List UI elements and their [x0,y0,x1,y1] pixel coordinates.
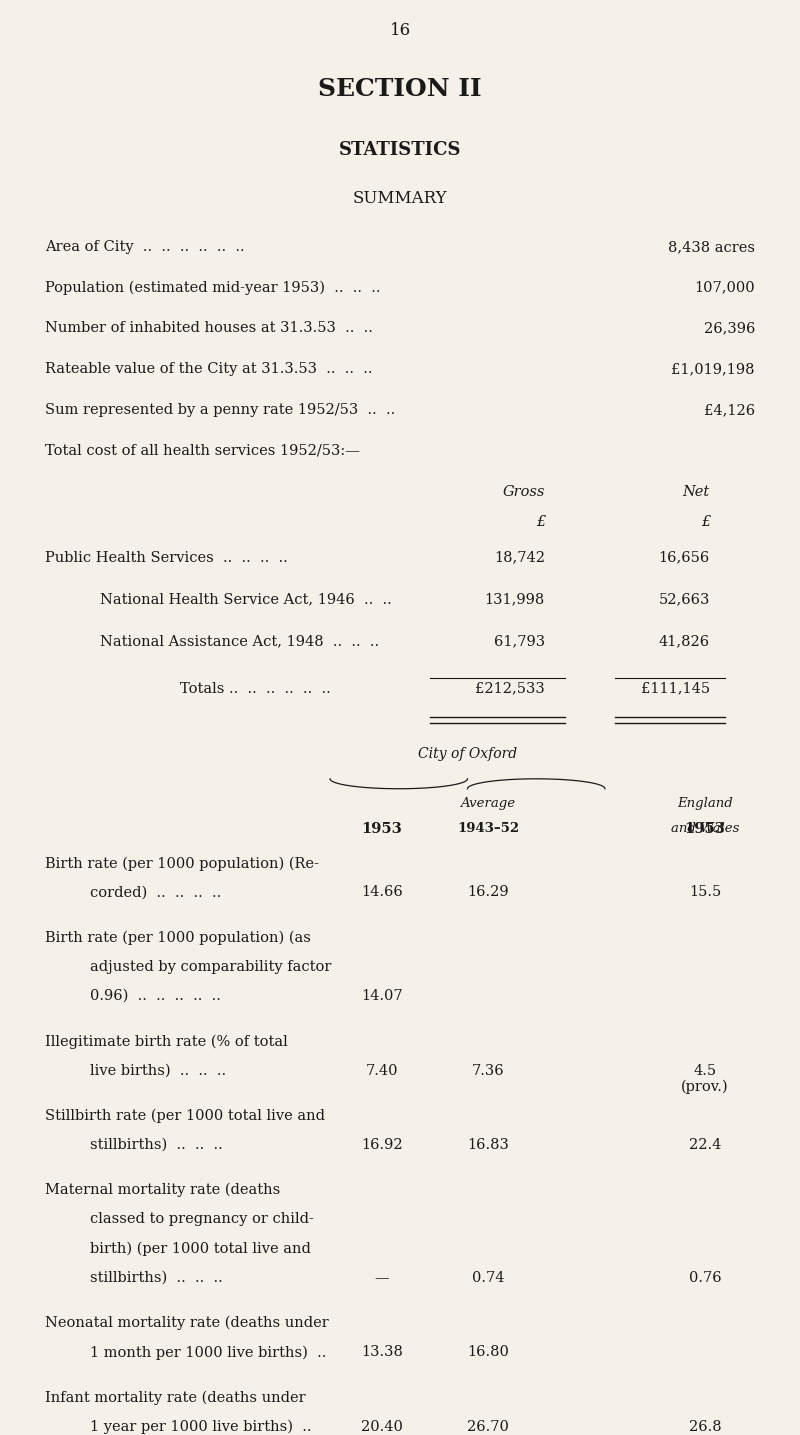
Text: corded)  ..  ..  ..  ..: corded) .. .. .. .. [90,885,222,900]
Text: SECTION II: SECTION II [318,77,482,102]
Text: 13.38: 13.38 [361,1345,403,1359]
Text: 18,742: 18,742 [494,551,545,564]
Text: 16.80: 16.80 [467,1345,509,1359]
Text: National Health Service Act, 1946  ..  ..: National Health Service Act, 1946 .. .. [100,593,392,607]
Text: Neonatal mortality rate (deaths under: Neonatal mortality rate (deaths under [45,1316,329,1330]
Text: England: England [677,796,733,809]
Text: Maternal mortality rate (deaths: Maternal mortality rate (deaths [45,1182,280,1197]
Text: 52,663: 52,663 [658,593,710,607]
Text: National Assistance Act, 1948  ..  ..  ..: National Assistance Act, 1948 .. .. .. [100,634,379,649]
Text: £1,019,198: £1,019,198 [671,362,755,376]
Text: Birth rate (per 1000 population) (Re-: Birth rate (per 1000 population) (Re- [45,857,319,871]
Text: classed to pregnancy or child-: classed to pregnancy or child- [90,1213,314,1227]
Text: £111,145: £111,145 [641,682,710,696]
Text: 16,656: 16,656 [658,551,710,564]
Text: 22.4: 22.4 [689,1138,721,1152]
Text: 16.92: 16.92 [361,1138,403,1152]
Text: 8,438 acres: 8,438 acres [668,240,755,254]
Text: Sum represented by a penny rate 1952/53  ..  ..: Sum represented by a penny rate 1952/53 … [45,403,395,416]
Text: 1943–52: 1943–52 [457,822,519,835]
Text: Public Health Services  ..  ..  ..  ..: Public Health Services .. .. .. .. [45,551,288,564]
Text: 26.70: 26.70 [467,1419,509,1434]
Text: —: — [374,1271,390,1284]
Text: Rateable value of the City at 31.3.53  ..  ..  ..: Rateable value of the City at 31.3.53 ..… [45,362,373,376]
Text: Area of City  ..  ..  ..  ..  ..  ..: Area of City .. .. .. .. .. .. [45,240,245,254]
Text: £4,126: £4,126 [704,403,755,416]
Text: stillbirths)  ..  ..  ..: stillbirths) .. .. .. [90,1138,222,1152]
Text: City of Oxford: City of Oxford [418,748,518,761]
Text: Number of inhabited houses at 31.3.53  ..  ..: Number of inhabited houses at 31.3.53 ..… [45,321,373,336]
Text: adjusted by comparability factor: adjusted by comparability factor [90,960,331,974]
Text: birth) (per 1000 total live and: birth) (per 1000 total live and [90,1241,311,1256]
Text: 1 year per 1000 live births)  ..: 1 year per 1000 live births) .. [90,1419,311,1434]
Text: 1953: 1953 [685,822,726,837]
Text: 14.07: 14.07 [361,989,403,1003]
Text: 41,826: 41,826 [659,634,710,649]
Text: 26,396: 26,396 [704,321,755,336]
Text: and Wales: and Wales [671,822,739,835]
Text: 0.74: 0.74 [472,1271,504,1284]
Text: 1 month per 1000 live births)  ..: 1 month per 1000 live births) .. [90,1345,326,1360]
Text: Totals ..  ..  ..  ..  ..  ..: Totals .. .. .. .. .. .. [180,682,330,696]
Text: Illegitimate birth rate (% of total: Illegitimate birth rate (% of total [45,1035,288,1049]
Text: Total cost of all health services 1952/53:—: Total cost of all health services 1952/5… [45,443,360,458]
Text: stillbirths)  ..  ..  ..: stillbirths) .. .. .. [90,1271,222,1284]
Text: Average: Average [461,796,515,809]
Text: 107,000: 107,000 [694,281,755,294]
Text: 1953: 1953 [362,822,402,837]
Text: 16.83: 16.83 [467,1138,509,1152]
Text: Infant mortality rate (deaths under: Infant mortality rate (deaths under [45,1391,306,1405]
Text: 0.76: 0.76 [689,1271,722,1284]
Text: 61,793: 61,793 [494,634,545,649]
Text: Stillbirth rate (per 1000 total live and: Stillbirth rate (per 1000 total live and [45,1109,325,1124]
Text: 15.5: 15.5 [689,885,721,900]
Text: Gross: Gross [502,485,545,499]
Text: £212,533: £212,533 [475,682,545,696]
Text: 7.36: 7.36 [472,1063,504,1078]
Text: 14.66: 14.66 [361,885,403,900]
Text: SUMMARY: SUMMARY [353,191,447,208]
Text: Birth rate (per 1000 population) (as: Birth rate (per 1000 population) (as [45,931,311,946]
Text: Net: Net [682,485,710,499]
Text: 4.5
(prov.): 4.5 (prov.) [681,1063,729,1095]
Text: live births)  ..  ..  ..: live births) .. .. .. [90,1063,226,1078]
Text: STATISTICS: STATISTICS [338,141,462,159]
Text: 7.40: 7.40 [366,1063,398,1078]
Text: 131,998: 131,998 [485,593,545,607]
Text: 20.40: 20.40 [361,1419,403,1434]
Text: Population (estimated mid-year 1953)  ..  ..  ..: Population (estimated mid-year 1953) .. … [45,281,381,296]
Text: 16.29: 16.29 [467,885,509,900]
Text: £: £ [536,515,545,530]
Text: 26.8: 26.8 [689,1419,722,1434]
Text: 0.96)  ..  ..  ..  ..  ..: 0.96) .. .. .. .. .. [90,989,221,1003]
Text: £: £ [701,515,710,530]
Text: 16: 16 [390,22,410,39]
